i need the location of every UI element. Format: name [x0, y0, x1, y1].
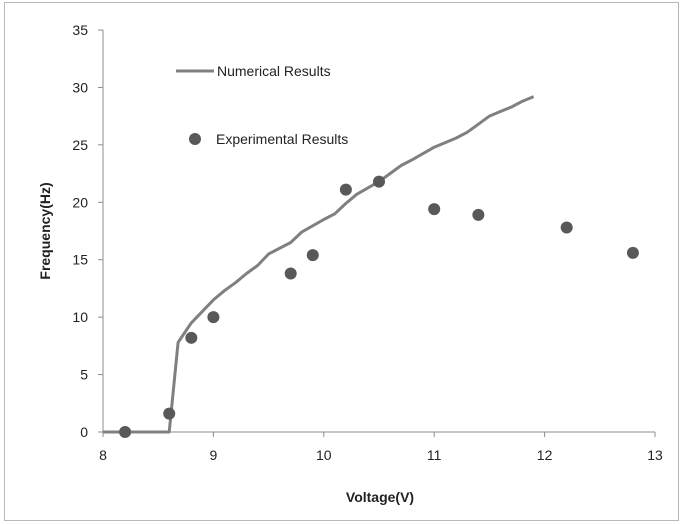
experimental-point [163, 407, 176, 420]
x-axis-title: Voltage(V) [346, 489, 414, 505]
legend-line-label: Numerical Results [217, 63, 331, 79]
y-tick-label: 20 [72, 194, 88, 210]
y-tick-label: 0 [80, 424, 88, 440]
axes [102, 30, 655, 433]
chart-frame [4, 2, 679, 521]
x-tick-label: 13 [647, 447, 663, 463]
series-points [119, 175, 639, 438]
series-lines [103, 95, 535, 434]
experimental-point [428, 203, 441, 216]
experimental-point [306, 249, 319, 262]
experimental-point [472, 208, 485, 221]
experimental-point [339, 183, 352, 196]
x-tick-label: 10 [316, 447, 332, 463]
y-tick-label: 35 [72, 22, 88, 38]
experimental-point [284, 267, 297, 280]
y-tick-label: 5 [80, 367, 88, 383]
experimental-point [119, 426, 132, 438]
experimental-point [626, 246, 639, 259]
ticks: 0 5 10 15 20 25 30 35 8 9 10 11 12 13 [72, 22, 663, 463]
y-tick-label: 30 [72, 79, 88, 95]
experimental-point [560, 221, 573, 234]
y-tick-label: 10 [72, 309, 88, 325]
x-tick-label: 11 [427, 447, 442, 463]
y-tick-label: 15 [72, 252, 88, 268]
experimental-point [207, 311, 220, 324]
x-tick-label: 9 [210, 447, 218, 463]
numerical-results-line [103, 95, 535, 434]
experimental-point [373, 175, 385, 188]
x-tick-label: 12 [537, 447, 553, 463]
legend-point-label: Experimental Results [216, 131, 348, 147]
experimental-point [185, 331, 198, 344]
legend: Numerical Results Experimental Results [176, 63, 348, 147]
y-tick-label: 25 [72, 137, 88, 153]
legend-point-swatch [189, 133, 201, 145]
x-tick-label: 8 [99, 447, 107, 463]
y-axis-title: Frequency(Hz) [37, 182, 53, 279]
